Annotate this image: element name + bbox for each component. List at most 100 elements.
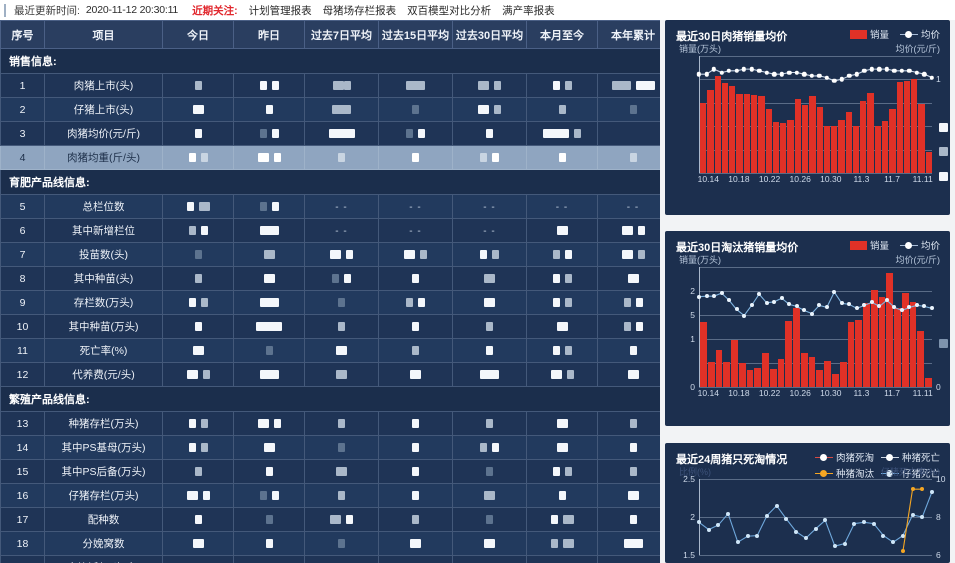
bar[interactable]	[896, 81, 903, 173]
legend-item-piglet-death[interactable]: 仔猪死亡	[880, 466, 940, 480]
data-point[interactable]	[802, 308, 807, 313]
data-point[interactable]	[907, 305, 912, 310]
bar[interactable]	[731, 340, 738, 387]
bar[interactable]	[801, 105, 809, 173]
data-point[interactable]	[771, 71, 777, 77]
bar[interactable]	[793, 307, 800, 387]
data-cell[interactable]	[304, 483, 379, 508]
data-cell[interactable]	[378, 145, 453, 170]
data-point[interactable]	[900, 533, 905, 538]
table-row[interactable]: 15 其中PS后备(万头)	[0, 459, 660, 484]
data-cell[interactable]	[378, 531, 453, 556]
data-cell[interactable]	[304, 266, 379, 291]
data-cell[interactable]	[597, 121, 660, 146]
bar[interactable]	[823, 126, 831, 173]
col-header-today[interactable]: 今日	[162, 20, 234, 49]
report-table-panel[interactable]: 序号 项目 今日 昨日 过去7日平均 过去15日平均 过去30日平均 本月至今 …	[0, 20, 660, 563]
data-point[interactable]	[704, 71, 709, 77]
bar[interactable]	[787, 119, 794, 173]
data-point[interactable]	[839, 77, 844, 82]
data-cell[interactable]	[304, 338, 379, 363]
data-point[interactable]	[854, 306, 859, 311]
data-point[interactable]	[869, 300, 874, 305]
data-cell[interactable]	[526, 218, 598, 243]
data-cell[interactable]	[233, 483, 305, 508]
data-point[interactable]	[809, 311, 814, 316]
link-sow-farm-inventory-report[interactable]: 母猪场存栏报表	[322, 4, 397, 17]
data-cell[interactable]	[597, 435, 660, 460]
bar[interactable]	[917, 330, 925, 387]
data-cell[interactable]	[452, 290, 527, 315]
data-cell[interactable]	[304, 97, 379, 122]
data-cell[interactable]	[526, 483, 598, 508]
bar[interactable]	[838, 119, 845, 173]
data-cell[interactable]	[304, 411, 379, 436]
data-cell[interactable]	[304, 242, 379, 267]
data-cell[interactable]: - -	[304, 194, 379, 219]
data-cell[interactable]: - -	[597, 194, 660, 219]
data-cell[interactable]	[233, 121, 305, 146]
table-row[interactable]: 16 仔猪存栏(万头)	[0, 483, 660, 508]
col-header-avg-30d[interactable]: 过去30日平均	[452, 20, 527, 49]
data-point[interactable]	[823, 518, 828, 523]
data-point[interactable]	[922, 71, 927, 77]
bar[interactable]	[870, 289, 878, 387]
data-cell[interactable]: - -	[304, 218, 379, 243]
data-cell[interactable]	[526, 531, 598, 556]
data-cell[interactable]	[233, 507, 305, 532]
bar[interactable]	[769, 369, 777, 387]
table-row[interactable]: 5 总栏位数 - - - - - - - - - -	[0, 194, 660, 219]
legend-item-average-price[interactable]: 均价	[899, 238, 940, 252]
data-cell[interactable]	[452, 314, 527, 339]
data-cell[interactable]	[452, 121, 527, 146]
bar[interactable]	[847, 322, 855, 387]
data-cell[interactable]	[526, 97, 598, 122]
bar[interactable]	[746, 370, 754, 387]
col-header-index[interactable]: 序号	[0, 20, 45, 49]
data-cell[interactable]	[162, 145, 234, 170]
bar[interactable]	[911, 78, 918, 173]
data-cell[interactable]	[452, 338, 527, 363]
table-row[interactable]: 6 其中新增栏位 - - - - - -	[0, 218, 660, 243]
data-point[interactable]	[774, 503, 779, 508]
bar[interactable]	[750, 95, 758, 173]
data-point[interactable]	[910, 513, 915, 517]
data-cell[interactable]	[378, 459, 453, 484]
data-cell[interactable]	[597, 338, 660, 363]
data-cell[interactable]	[597, 483, 660, 508]
bar[interactable]	[860, 101, 867, 173]
table-row[interactable]: 17 配种数	[0, 507, 660, 532]
bar[interactable]	[794, 99, 801, 173]
bar[interactable]	[831, 125, 838, 173]
data-point[interactable]	[813, 526, 818, 531]
bar[interactable]	[874, 126, 882, 173]
data-cell[interactable]	[304, 507, 379, 532]
data-point[interactable]	[719, 291, 724, 296]
data-cell[interactable]	[233, 435, 305, 460]
data-cell[interactable]	[597, 73, 660, 98]
data-cell[interactable]	[233, 411, 305, 436]
data-cell[interactable]	[597, 290, 660, 315]
data-cell[interactable]	[378, 290, 453, 315]
link-plan-management-report[interactable]: 计划管理报表	[248, 4, 312, 17]
data-cell[interactable]	[304, 145, 379, 170]
data-cell[interactable]	[597, 218, 660, 243]
data-point[interactable]	[914, 303, 919, 308]
data-point[interactable]	[706, 527, 711, 532]
bar[interactable]	[903, 80, 911, 173]
chart-panel-fattened-pig-sales[interactable]: 最近30日肉猪销量均价 销量 均价 销量(万头) 均价(元/斤) 1 10.14…	[665, 20, 950, 215]
data-cell[interactable]	[526, 314, 598, 339]
data-cell[interactable]	[452, 242, 527, 267]
bar[interactable]	[772, 121, 780, 173]
data-cell[interactable]	[304, 555, 379, 563]
data-cell[interactable]	[526, 145, 598, 170]
bar[interactable]	[894, 307, 901, 387]
data-cell[interactable]	[378, 435, 453, 460]
bar[interactable]	[878, 297, 886, 387]
data-cell[interactable]	[162, 435, 234, 460]
bar[interactable]	[721, 82, 729, 173]
bar[interactable]	[925, 378, 932, 387]
data-point[interactable]	[862, 520, 867, 525]
data-cell[interactable]	[452, 435, 527, 460]
data-point[interactable]	[696, 71, 702, 77]
